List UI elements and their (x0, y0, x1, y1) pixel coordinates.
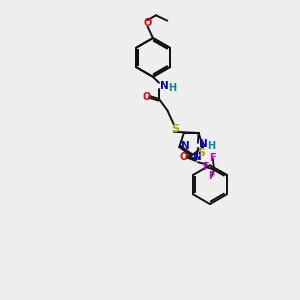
Text: O: O (180, 152, 188, 162)
Text: S: S (171, 124, 179, 134)
Text: F: F (209, 153, 216, 163)
Text: N: N (160, 81, 168, 92)
Text: H: H (207, 141, 215, 151)
Text: N: N (194, 152, 202, 162)
Text: H: H (168, 83, 176, 93)
Text: O: O (143, 18, 152, 28)
Text: N: N (182, 140, 190, 151)
Text: F: F (202, 162, 209, 172)
Text: F: F (208, 171, 215, 181)
Text: S: S (198, 148, 206, 158)
Text: N: N (199, 139, 208, 149)
Text: O: O (142, 92, 151, 102)
